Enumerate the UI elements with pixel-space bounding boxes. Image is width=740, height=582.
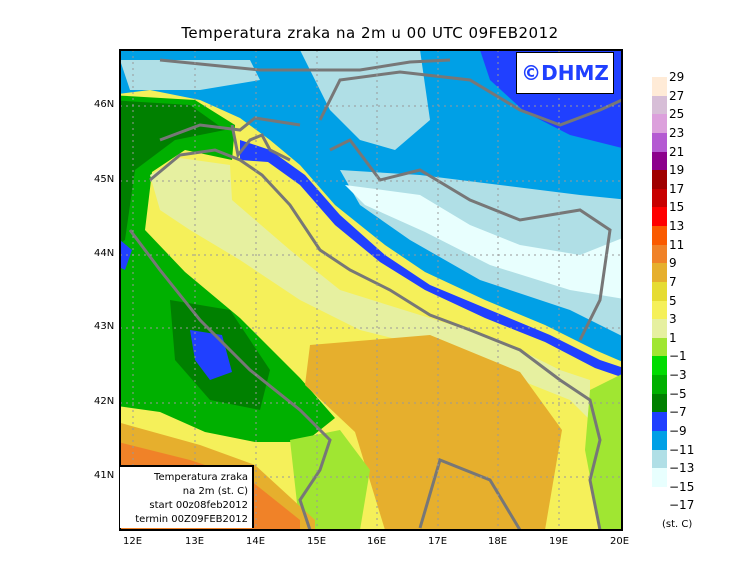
- colorbar-band: [652, 263, 667, 283]
- colorbar-band: [652, 375, 667, 395]
- y-tick-label: 45N: [94, 174, 115, 185]
- colorbar-label: 13: [669, 219, 685, 234]
- field-plus7: [305, 335, 562, 530]
- colorbar-label: 17: [669, 181, 685, 196]
- y-tick-label: 46N: [94, 99, 115, 110]
- x-tick-label: 17E: [428, 536, 448, 547]
- colorbar-band: [652, 244, 667, 264]
- info-box: Temperatura zraka na 2m (st. C) start 00…: [120, 465, 254, 528]
- colorbar-band: [652, 226, 667, 246]
- colorbar-label: −15: [669, 479, 695, 494]
- map-title: Temperatura zraka na 2m u 00 UTC 09FEB20…: [181, 24, 559, 42]
- field-coast-light-yellow: [150, 158, 590, 420]
- colorbar-band: [652, 114, 667, 134]
- colorbar-label: 3: [669, 312, 677, 327]
- colorbar-label: −17: [669, 498, 695, 513]
- field-lightgreen: [290, 374, 622, 530]
- colorbar-band: [652, 281, 667, 302]
- info-line: termin 00Z09FEB2012: [135, 514, 248, 525]
- colorbar-band: [652, 356, 667, 376]
- colorbar-band: [652, 412, 667, 432]
- colorbar-band: [652, 95, 667, 115]
- colorbar-label: −7: [669, 405, 687, 420]
- colorbar-band: [652, 319, 667, 339]
- field-italy-green: [120, 95, 335, 442]
- colorbar-label: 23: [669, 125, 685, 140]
- field-italy-dark-green: [120, 100, 270, 410]
- colorbar-label: 15: [669, 200, 685, 215]
- colorbar-band: [652, 77, 667, 97]
- info-line: na 2m (st. C): [182, 486, 248, 497]
- x-tick-label: 15E: [307, 536, 327, 547]
- field-minus15: [345, 185, 622, 299]
- colorbar-band: [652, 151, 667, 171]
- colorbar-band: [652, 132, 667, 152]
- colorbar-band: [652, 207, 667, 227]
- colorbar-label: −3: [669, 368, 687, 383]
- colorbar-label: 1: [669, 330, 677, 345]
- colorbar-band: [652, 170, 667, 190]
- colorbar-label: −9: [669, 423, 687, 438]
- y-tick-label: 42N: [94, 396, 115, 407]
- colorbar-band: [652, 188, 667, 208]
- y-tick-label: 44N: [94, 248, 115, 259]
- colorbar-label: 5: [669, 293, 677, 308]
- x-tick-label: 18E: [488, 536, 508, 547]
- colorbar-unit: (st. C): [662, 519, 693, 530]
- y-tick-label: 43N: [94, 321, 115, 332]
- colorbar-label: −13: [669, 461, 695, 476]
- graticule: [120, 50, 622, 530]
- field-italy-blue: [120, 240, 232, 380]
- info-line: start 00z08feb2012: [149, 500, 248, 511]
- y-tick-label: 41N: [94, 470, 115, 481]
- colorbar-label: 7: [669, 274, 677, 289]
- x-tick-label: 14E: [246, 536, 266, 547]
- colorbar-band: [652, 449, 667, 469]
- x-tick-label: 12E: [123, 536, 143, 547]
- colorbar-band: [652, 300, 667, 320]
- map-frame: [119, 49, 623, 531]
- coastlines: [128, 58, 622, 530]
- x-tick-label: 13E: [185, 536, 205, 547]
- colorbar-label: 19: [669, 163, 685, 178]
- x-tick-label: 19E: [549, 536, 569, 547]
- dhmz-logo: ©DHMZ: [516, 52, 614, 94]
- colorbar-label: 25: [669, 107, 685, 122]
- colorbar-band: [652, 337, 667, 357]
- colorbar-label: −11: [669, 442, 695, 457]
- colorbar-label: 9: [669, 256, 677, 271]
- x-tick-label: 16E: [367, 536, 387, 547]
- x-tick-label: 20E: [610, 536, 630, 547]
- colorbar-label: −5: [669, 386, 687, 401]
- colorbar-label: 21: [669, 144, 685, 159]
- colorbar-label: 11: [669, 237, 685, 252]
- colorbar-label: −1: [669, 349, 687, 364]
- field-coastal-blue: [240, 140, 622, 378]
- colorbar-band: [652, 393, 667, 413]
- colorbar-band: [652, 430, 667, 451]
- colorbar-label: 29: [669, 70, 685, 84]
- info-line: Temperatura zraka: [154, 472, 248, 483]
- colorbar-band: [652, 468, 667, 488]
- colorbar-label: 27: [669, 88, 685, 103]
